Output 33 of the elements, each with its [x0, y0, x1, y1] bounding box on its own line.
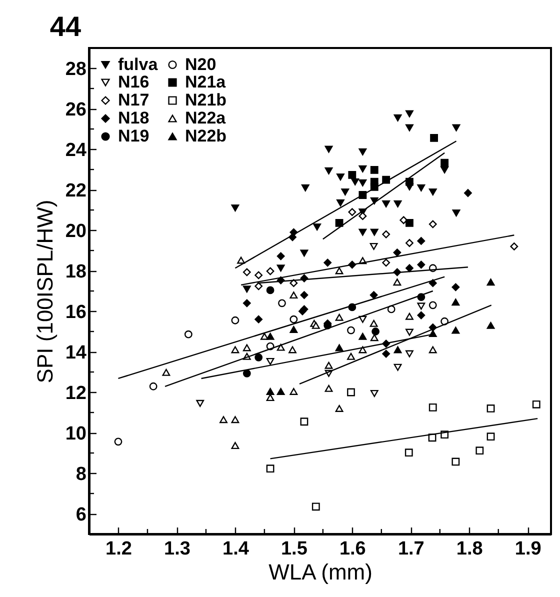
legend-label: N18 [118, 108, 150, 128]
x-axis-title: WLA (mm) [268, 560, 372, 584]
y-tick-label: 22 [65, 180, 86, 202]
y-axis-title: SPI (100ISPL/HW) [32, 200, 58, 384]
legend-label: N19 [118, 126, 150, 146]
y-tick-label: 26 [65, 99, 86, 120]
x-tick-label: 1.8 [456, 538, 483, 560]
legend-label: N21a [185, 72, 226, 92]
chart-title: 44 [50, 11, 82, 42]
legend-label: N21b [185, 90, 227, 110]
y-tick-label: 6 [76, 504, 86, 526]
x-tick-label: 1.3 [164, 538, 190, 560]
x-tick-label: 1.2 [106, 538, 132, 560]
x-tick-label: 1.4 [222, 538, 250, 560]
x-tick-label: 1.6 [339, 538, 366, 560]
y-tick-label: 24 [65, 140, 87, 161]
y-tick-label: 18 [65, 261, 86, 282]
y-tick-label: 28 [65, 58, 86, 80]
y-tick-label: 20 [65, 220, 86, 242]
x-tick-label: 1.9 [514, 538, 542, 560]
y-tick-label: 12 [65, 382, 86, 404]
x-tick-label: 1.7 [398, 538, 424, 560]
y-tick-label: 14 [65, 342, 87, 364]
legend-label: N20 [185, 54, 216, 74]
x-tick-label: 1.5 [280, 538, 308, 560]
y-tick-label: 16 [65, 302, 86, 323]
y-tick-label: 8 [76, 464, 86, 485]
legend-label: fulva [118, 54, 158, 74]
legend-label: N16 [118, 72, 150, 92]
legend-label: N17 [118, 90, 150, 110]
legend-label: N22b [185, 126, 227, 146]
legend-label: N22a [185, 108, 226, 128]
y-tick-label: 10 [65, 423, 86, 444]
